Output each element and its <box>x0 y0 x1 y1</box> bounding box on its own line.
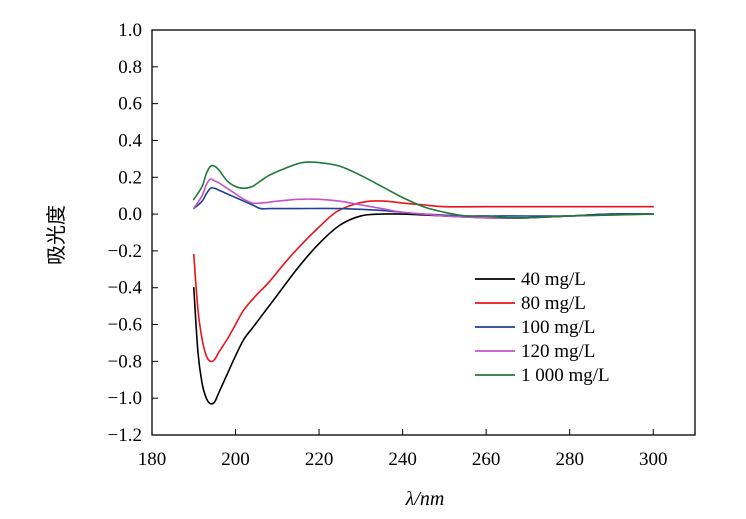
legend-label: 80 mg/L <box>521 293 586 314</box>
y-axis-title: 吸光度 <box>45 205 68 265</box>
y-tick-label: −0.4 <box>108 278 143 299</box>
x-tick-label: 240 <box>388 449 417 470</box>
y-tick-label: 0.4 <box>118 130 142 151</box>
x-tick-label: 280 <box>555 449 584 470</box>
y-tick-label: 0.2 <box>118 167 142 188</box>
x-tick-label: 220 <box>305 449 334 470</box>
legend-label: 120 mg/L <box>521 341 595 362</box>
y-axis-ticks: 1.0 0.8 0.6 0.4 0.2 0.0 −0.2 −0.4 −0.6 −0.8 −1.0 −1… <box>108 20 158 446</box>
legend-label: 40 mg/L <box>521 269 586 290</box>
y-tick-label: −0.8 <box>108 351 142 372</box>
y-tick-label: −0.2 <box>108 241 142 262</box>
series-layer <box>192 161 655 405</box>
x-tick-label: 300 <box>639 449 668 470</box>
y-tick-label: 0.8 <box>118 57 142 78</box>
y-tick-label: −1.0 <box>108 388 142 409</box>
legend-label: 100 mg/L <box>521 317 595 338</box>
series-line-3 <box>192 187 655 217</box>
legend: 40 mg/L 80 mg/L 100 mg/L 120 mg/L 1 000 mg/L <box>475 269 610 386</box>
series-line-4 <box>192 178 655 219</box>
x-tick-label: 260 <box>472 449 501 470</box>
x-axis-ticks: 180 200 220 240 260 280 300 <box>138 429 668 470</box>
plot-area-frame <box>151 29 696 436</box>
x-tick-label: 180 <box>138 449 167 470</box>
y-tick-label: −0.6 <box>108 315 142 336</box>
y-tick-label: −1.2 <box>108 425 142 446</box>
x-axis-title: λ/nm <box>405 488 445 510</box>
series-line-5 <box>192 161 655 219</box>
y-tick-label: 0.0 <box>118 204 142 225</box>
y-tick-label: 1.0 <box>118 20 142 41</box>
x-tick-label: 200 <box>221 449 250 470</box>
y-tick-label: 0.6 <box>118 94 142 115</box>
legend-label: 1 000 mg/L <box>521 365 610 386</box>
series-line-2 <box>192 200 655 363</box>
